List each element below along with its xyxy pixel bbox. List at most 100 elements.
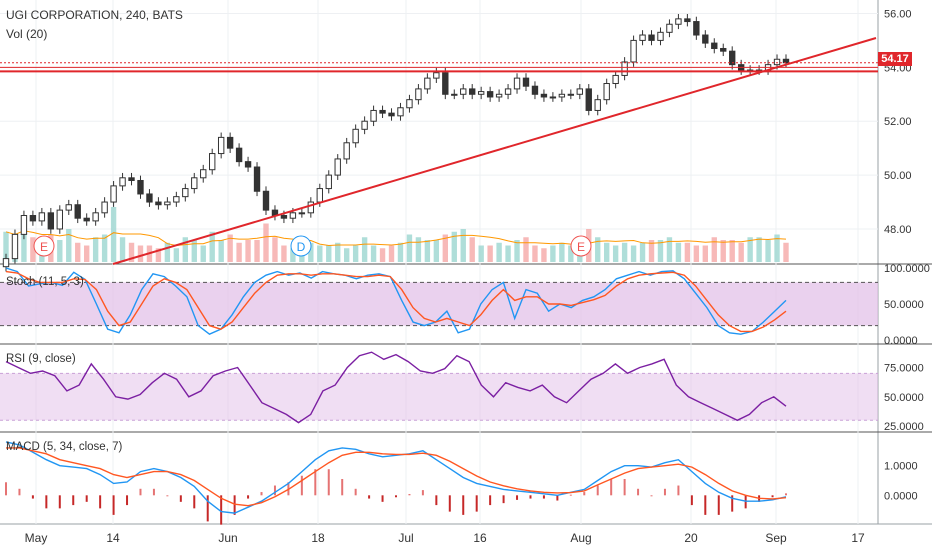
price-tick-label: 48.00 xyxy=(884,224,912,236)
macd-histogram-bar xyxy=(502,495,505,504)
rsi-line xyxy=(5,351,787,424)
candle-body xyxy=(280,215,288,219)
macd-histogram-bar xyxy=(193,495,196,509)
volume-average-line xyxy=(5,230,787,247)
x-tick-label: Jun xyxy=(218,531,237,545)
macd-histogram-bar xyxy=(771,495,774,498)
candle-body xyxy=(155,201,162,206)
candle-body xyxy=(262,190,270,211)
rsi-axis-label: 25.0000 xyxy=(884,421,924,433)
volume-legend: Vol (20) xyxy=(6,27,48,41)
volume-bar xyxy=(738,242,744,262)
volume-bar xyxy=(487,245,493,262)
candle-body xyxy=(29,215,37,222)
volume-bar xyxy=(272,237,278,262)
volume-bar xyxy=(657,240,664,262)
macd-histogram-bar xyxy=(610,479,613,496)
macd-histogram-bar xyxy=(112,495,115,515)
volume-bar xyxy=(308,242,314,262)
candle-body xyxy=(316,188,323,203)
macd-histogram-bar xyxy=(220,495,223,525)
candle-body xyxy=(720,47,727,52)
candle-body xyxy=(47,212,55,230)
macd-histogram-bar xyxy=(206,495,209,522)
macd-histogram-bar xyxy=(663,488,666,496)
macd-axis-label: 1.0000 xyxy=(884,461,918,473)
macd-histogram-bar xyxy=(260,492,263,496)
candle-body xyxy=(513,77,521,90)
candle-body xyxy=(38,212,46,222)
volume-bar xyxy=(765,240,771,262)
macd-histogram-bar xyxy=(421,490,424,496)
candle-body xyxy=(495,93,503,98)
candle-body xyxy=(20,215,28,235)
volume-bar xyxy=(335,242,341,262)
volume-bar xyxy=(496,242,502,262)
candle-body xyxy=(711,42,718,49)
macd-histogram-bar xyxy=(152,488,155,496)
macd-histogram-bar xyxy=(677,485,680,496)
volume-bar xyxy=(236,242,242,262)
candle-body xyxy=(397,107,404,117)
candle-body xyxy=(253,166,261,192)
candle-body xyxy=(603,83,610,101)
macd-legend: MACD (5, 34, close, 7) xyxy=(6,441,123,453)
volume-bar xyxy=(514,240,520,262)
volume-bar xyxy=(200,245,206,262)
event-marker-label: D xyxy=(297,240,306,254)
candle-body xyxy=(612,74,619,85)
candle-body xyxy=(693,21,700,36)
volume-bar xyxy=(756,237,762,262)
macd-histogram-bar xyxy=(623,479,626,496)
volume-bar xyxy=(110,207,117,262)
volume-bar xyxy=(66,229,72,262)
candle-body xyxy=(173,196,180,203)
x-tick-label: 16 xyxy=(473,531,487,545)
macd-histogram-bar xyxy=(462,495,465,515)
candle-body xyxy=(191,177,198,190)
candle-body xyxy=(540,93,548,98)
event-marker-label: E xyxy=(40,240,48,254)
volume-bar xyxy=(290,248,296,262)
candle-body xyxy=(235,147,243,163)
macd-histogram-bar xyxy=(717,495,720,515)
volume-bar xyxy=(675,242,682,262)
volume-bar xyxy=(559,242,565,262)
volume-bar xyxy=(379,248,386,262)
volume-bar xyxy=(630,245,637,262)
volume-bar xyxy=(460,229,466,262)
macd-histogram-bar xyxy=(637,488,640,496)
volume-bar xyxy=(245,240,251,262)
macd-histogram-bar xyxy=(650,495,653,497)
stoch-axis-label: 50.0000 xyxy=(884,299,924,311)
volume-bar xyxy=(317,245,323,262)
candle-body xyxy=(146,193,153,203)
macd-histogram-bar xyxy=(596,485,599,496)
candle-body xyxy=(773,58,781,66)
volume-bar xyxy=(541,248,547,262)
volume-bar xyxy=(550,245,556,262)
volume-bar xyxy=(505,245,511,262)
macd-histogram-bar xyxy=(179,495,182,502)
candle-body xyxy=(74,204,81,219)
macd-histogram-bar xyxy=(690,495,693,506)
event-circle-icon xyxy=(33,235,55,257)
macd-histogram-bar xyxy=(58,495,61,509)
x-tick-label: 20 xyxy=(684,531,698,545)
candle-body xyxy=(388,112,395,117)
volume-bar xyxy=(227,234,233,262)
volume-bar xyxy=(442,234,448,262)
candle-body xyxy=(684,18,691,23)
volume-bar xyxy=(415,237,422,262)
volume-bar xyxy=(182,237,188,262)
rsi-legend: RSI (9, close) xyxy=(6,353,76,365)
candle-body xyxy=(2,258,10,268)
volume-bar xyxy=(361,237,368,262)
candle-body xyxy=(182,188,189,198)
x-tick-label: May xyxy=(25,531,48,545)
macd-histogram-bar xyxy=(99,495,102,509)
macd-histogram-bar xyxy=(31,495,34,499)
volume-bar xyxy=(612,245,619,262)
candle-body xyxy=(83,217,90,222)
